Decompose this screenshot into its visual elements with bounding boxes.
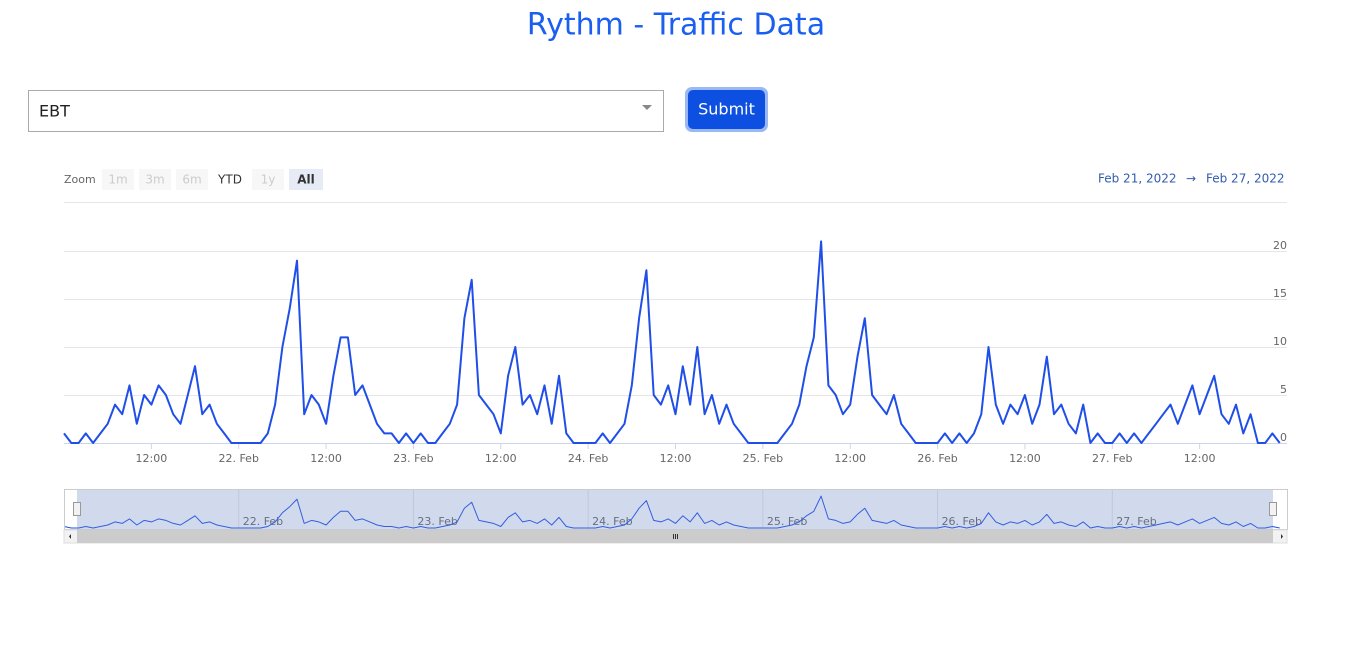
x-tick-label: 12:00 xyxy=(1184,452,1216,465)
data-line xyxy=(63,240,1281,444)
y-tick-label: 15 xyxy=(1273,287,1287,300)
navigator-line xyxy=(63,495,1280,529)
zoom-button[interactable] xyxy=(176,169,208,190)
y-tick-label: 0 xyxy=(1280,431,1287,444)
navigator-handle[interactable] xyxy=(73,502,81,516)
zoom-button-label[interactable]: 1y xyxy=(261,173,276,187)
y-tick-label: 5 xyxy=(1280,383,1287,396)
zoom-button-label[interactable]: All xyxy=(297,173,315,187)
submit-label[interactable]: Submit xyxy=(698,100,755,119)
zoom-button-label[interactable]: YTD xyxy=(217,173,242,187)
navigator-label: 24. Feb xyxy=(592,515,632,528)
x-tick-label: 12:00 xyxy=(834,452,866,465)
x-tick-label: 12:00 xyxy=(1009,452,1041,465)
navigator-label: 23. Feb xyxy=(417,515,457,528)
x-tick-label: 27. Feb xyxy=(1092,452,1132,465)
zoom-button[interactable] xyxy=(139,169,171,190)
zoom-button[interactable] xyxy=(289,169,323,190)
select-arrow xyxy=(642,105,652,110)
y-tick-label: 20 xyxy=(1273,239,1287,252)
x-tick-label: 26. Feb xyxy=(917,452,957,465)
range-from: Feb 21, 2022 xyxy=(1098,172,1177,186)
x-tick-label: 12:00 xyxy=(310,452,342,465)
scroll-grip xyxy=(673,534,678,539)
range-separator: → xyxy=(1186,172,1196,186)
x-tick-label: 25. Feb xyxy=(743,452,783,465)
navigator-mask[interactable] xyxy=(77,490,1273,530)
navigator-label: 25. Feb xyxy=(767,515,807,528)
page-title: Rythm - Traffic Data xyxy=(527,8,825,43)
navigator-handle[interactable] xyxy=(1269,502,1277,516)
x-tick-label: 12:00 xyxy=(660,452,692,465)
zoom-button-label[interactable]: 6m xyxy=(182,173,201,187)
zoom-button[interactable] xyxy=(102,169,134,190)
zoom-button-label[interactable]: 3m xyxy=(145,173,164,187)
navigator-label: 27. Feb xyxy=(1116,515,1156,528)
x-tick-label: 22. Feb xyxy=(218,452,258,465)
submit-button[interactable] xyxy=(688,90,765,129)
range-to: Feb 27, 2022 xyxy=(1206,172,1285,186)
navigator-label: 22. Feb xyxy=(243,515,283,528)
x-tick-label: 24. Feb xyxy=(568,452,608,465)
x-tick-label: 23. Feb xyxy=(393,452,433,465)
y-tick-label: 10 xyxy=(1273,335,1287,348)
select-value[interactable]: EBT xyxy=(39,102,70,121)
x-tick-label: 12:00 xyxy=(136,452,168,465)
navigator-label: 26. Feb xyxy=(942,515,982,528)
zoom-button-label[interactable]: 1m xyxy=(108,173,127,187)
select-box[interactable] xyxy=(28,90,664,132)
zoom-button[interactable] xyxy=(252,169,284,190)
zoom-button[interactable] xyxy=(213,169,247,190)
zoom-label: Zoom xyxy=(64,173,96,186)
x-tick-label: 12:00 xyxy=(485,452,517,465)
